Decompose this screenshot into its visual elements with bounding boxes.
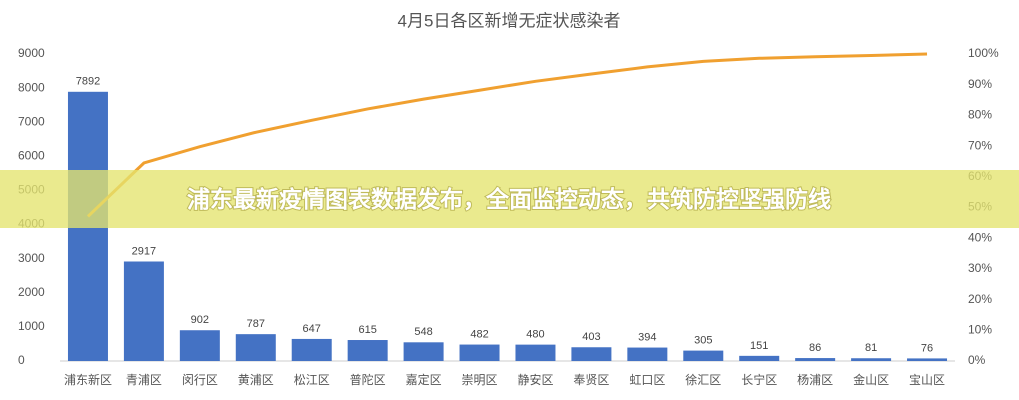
- bar: [683, 350, 724, 361]
- x-tick-label: 金山区: [853, 372, 889, 387]
- data-label: 615: [358, 324, 376, 336]
- x-tick-label: 虹口区: [629, 373, 665, 387]
- data-label: 394: [638, 331, 656, 343]
- data-label: 480: [526, 329, 544, 341]
- y-tick-label: 6000: [18, 149, 45, 163]
- data-label: 2917: [132, 245, 156, 257]
- y2-tick-label: 70%: [968, 138, 992, 152]
- data-label: 548: [414, 326, 432, 338]
- data-label: 482: [470, 328, 488, 340]
- x-tick-label: 浦东新区: [64, 372, 112, 387]
- bar: [515, 344, 556, 361]
- bar: [907, 358, 948, 361]
- x-tick-label: 徐汇区: [685, 372, 721, 387]
- chart-title: 4月5日各区新增无症状感染者: [398, 11, 621, 30]
- bar: [571, 347, 612, 361]
- banner-band: [0, 170, 1019, 228]
- data-label: 787: [247, 318, 265, 330]
- data-label: 151: [750, 340, 768, 352]
- data-label: 7892: [76, 76, 100, 88]
- banner-text: 浦东最新疫情图表数据发布，全面监控动态，共筑防控坚强防线: [187, 186, 831, 212]
- y-tick-label: 7000: [18, 114, 45, 128]
- x-tick-label: 崇明区: [462, 373, 498, 387]
- x-tick-label: 松江区: [294, 373, 330, 387]
- bar: [235, 334, 276, 361]
- y2-tick-label: 30%: [968, 261, 992, 275]
- y-tick-label: 2000: [18, 285, 45, 299]
- data-label: 305: [694, 335, 712, 347]
- bar: [403, 342, 444, 361]
- x-tick-label: 普陀区: [350, 372, 386, 387]
- y2-tick-label: 80%: [968, 108, 992, 122]
- y2-tick-label: 40%: [968, 230, 992, 244]
- bar: [291, 338, 332, 361]
- x-tick-label: 黄浦区: [238, 373, 274, 387]
- y2-tick-label: 0%: [968, 353, 986, 367]
- x-tick-label: 嘉定区: [406, 372, 442, 387]
- bar: [123, 261, 164, 361]
- data-label: 81: [865, 342, 877, 354]
- bar: [179, 330, 220, 361]
- x-tick-label: 杨浦区: [797, 372, 833, 387]
- cumulative-line: [86, 52, 928, 218]
- y2-tick-label: 10%: [968, 322, 992, 336]
- y2-tick-label: 100%: [968, 46, 999, 60]
- bar: [347, 340, 388, 361]
- y-tick-label: 9000: [18, 46, 45, 60]
- data-label: 86: [809, 342, 821, 354]
- x-tick-label: 宝山区: [909, 373, 945, 387]
- x-tick-label: 奉贤区: [573, 373, 609, 387]
- data-label: 902: [191, 314, 209, 326]
- x-tick-label: 青浦区: [126, 373, 162, 387]
- y2-tick-label: 20%: [968, 292, 992, 306]
- data-label: 76: [921, 342, 933, 354]
- bar: [627, 347, 668, 361]
- x-tick-label: 长宁区: [741, 372, 777, 387]
- x-tick-label: 闵行区: [182, 372, 218, 387]
- y-tick-label: 1000: [18, 319, 45, 333]
- y-tick-label: 0: [18, 353, 25, 367]
- x-tick-label: 静安区: [517, 372, 553, 387]
- bar: [795, 358, 836, 361]
- data-label: 647: [303, 323, 321, 335]
- bar: [459, 344, 500, 361]
- bar: [851, 358, 892, 361]
- y2-tick-label: 90%: [968, 77, 992, 91]
- y-tick-label: 8000: [18, 80, 45, 94]
- y-tick-label: 3000: [18, 251, 45, 265]
- data-label: 403: [582, 331, 600, 343]
- bar: [739, 355, 780, 361]
